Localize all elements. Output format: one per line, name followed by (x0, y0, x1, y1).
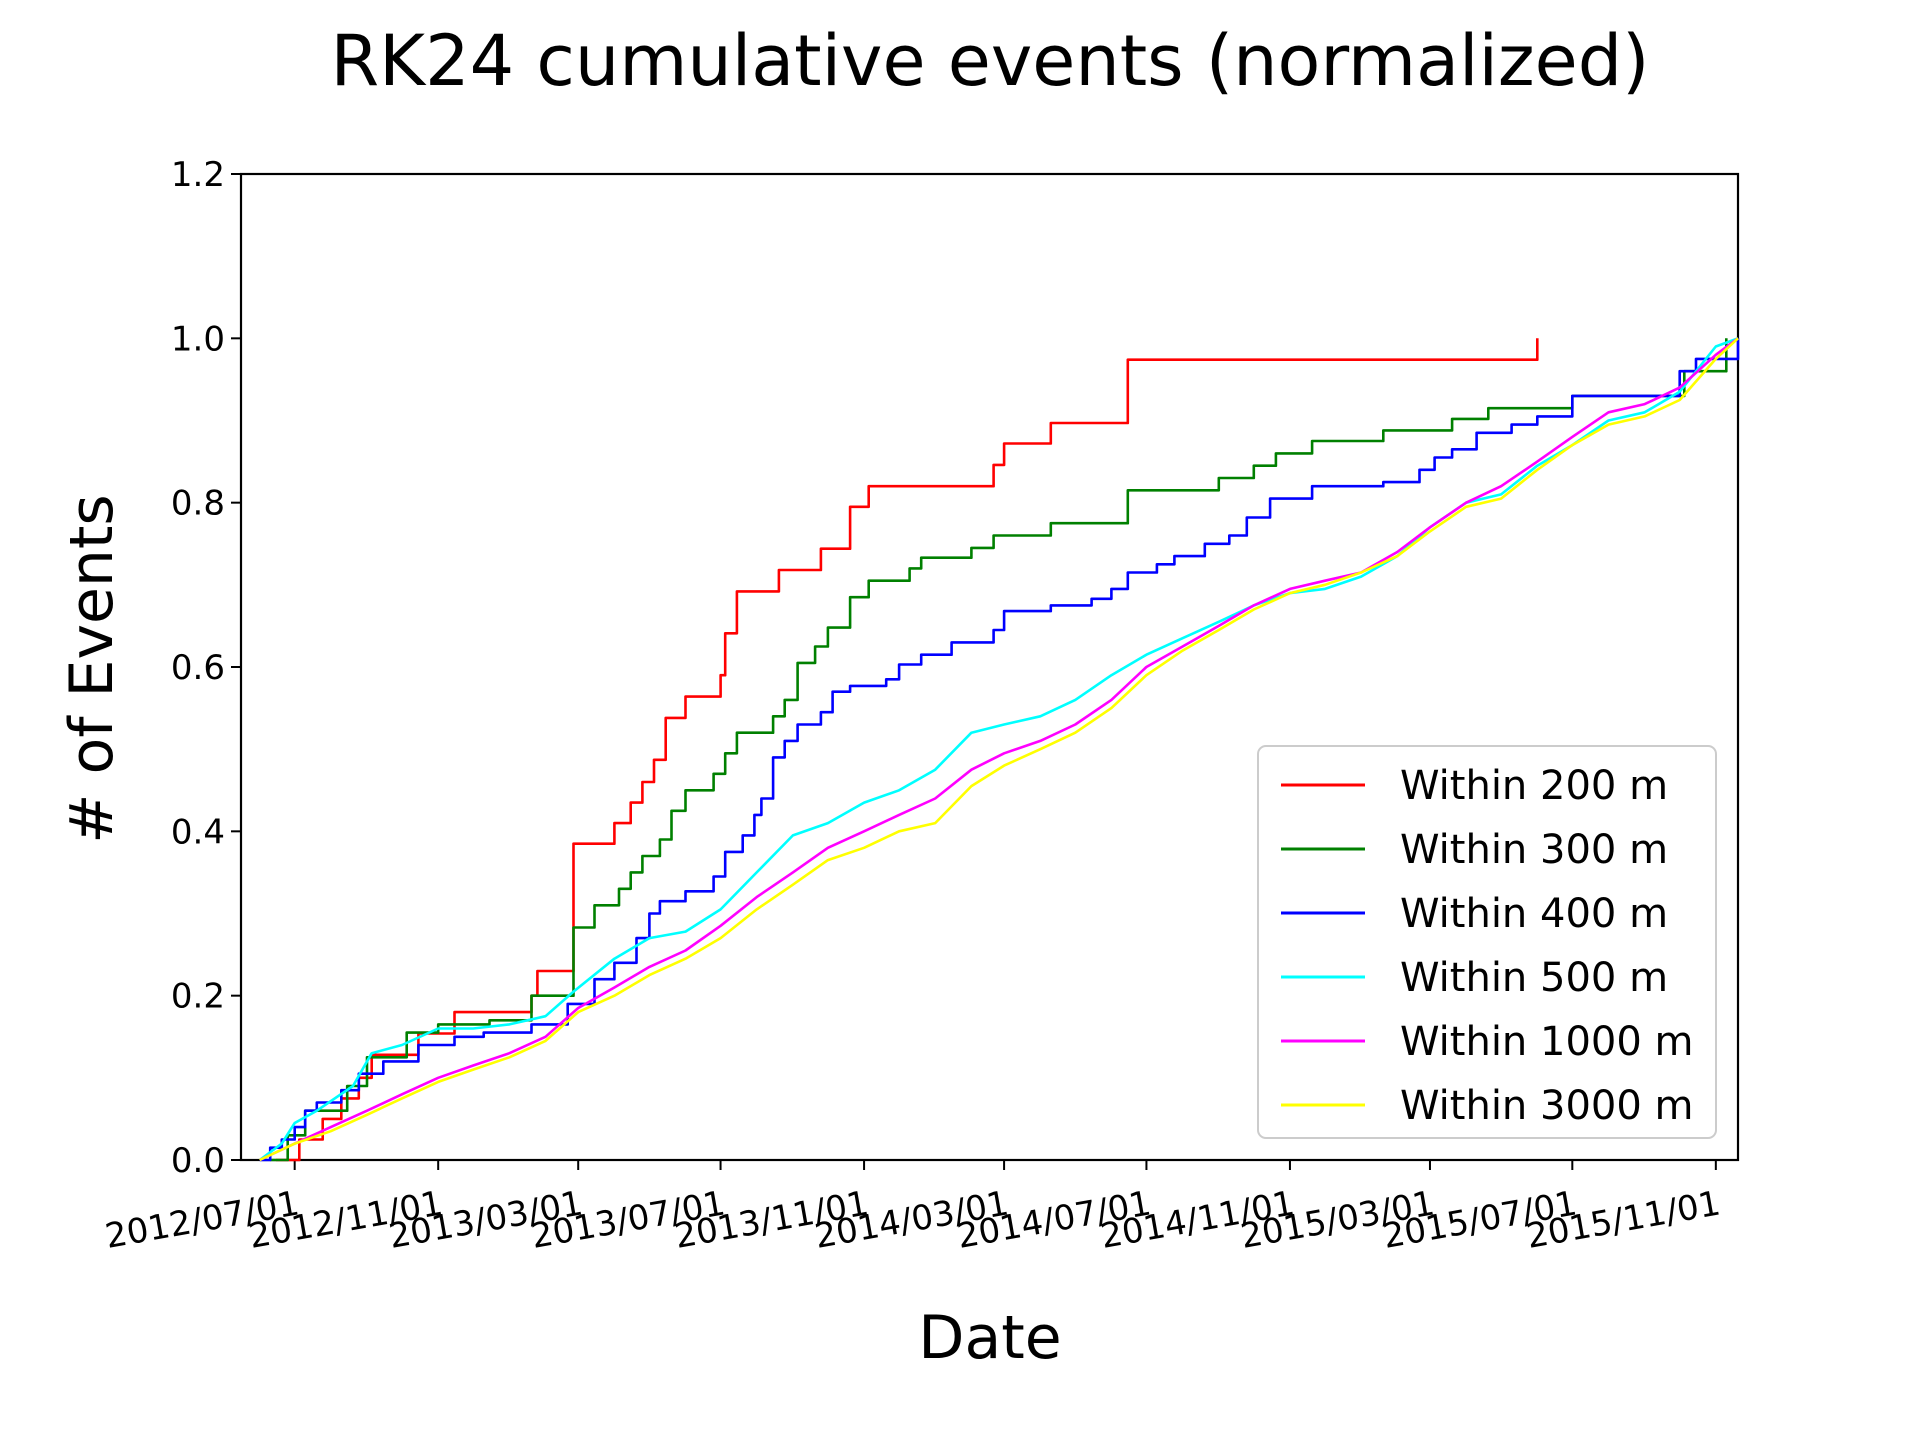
legend-label-1: Within 300 m (1400, 827, 1668, 873)
y-axis-title: # of Events (57, 494, 127, 843)
y-tick-label: 0.6 (171, 648, 225, 688)
y-tick-label: 0.8 (171, 484, 225, 524)
y-tick-label: 0.4 (171, 812, 225, 852)
y-tick-label: 0.2 (171, 977, 225, 1017)
series-line-3 (258, 337, 1739, 1162)
x-axis: 2012/07/012012/11/012013/03/012013/07/01… (102, 1160, 1723, 1257)
series-line-4 (259, 337, 1739, 1162)
legend-label-4: Within 1000 m (1400, 1019, 1693, 1065)
series-lines (258, 337, 1740, 1162)
y-axis: 0.0 0.2 0.4 0.6 0.8 1.0 1.2 (171, 155, 241, 1181)
chart-title: RK24 cumulative events (normalized) (331, 20, 1650, 102)
series-line-5 (259, 337, 1739, 1162)
x-axis-title: Date (918, 1303, 1061, 1373)
series-line-2 (259, 338, 1740, 1162)
legend: Within 200 m Within 300 m Within 400 m With… (1257, 745, 1717, 1139)
legend-label-2: Within 400 m (1400, 891, 1668, 937)
legend-label-5: Within 3000 m (1400, 1083, 1693, 1129)
legend-label-3: Within 500 m (1400, 955, 1668, 1001)
legend-frame (1257, 745, 1717, 1139)
legend-label-0: Within 200 m (1400, 763, 1668, 809)
y-tick-label: 0.0 (171, 1141, 225, 1181)
y-tick-label: 1.2 (171, 155, 225, 195)
series-line-0 (276, 338, 1539, 1162)
y-tick-label: 1.0 (171, 319, 225, 359)
series-line-1 (270, 338, 1728, 1162)
